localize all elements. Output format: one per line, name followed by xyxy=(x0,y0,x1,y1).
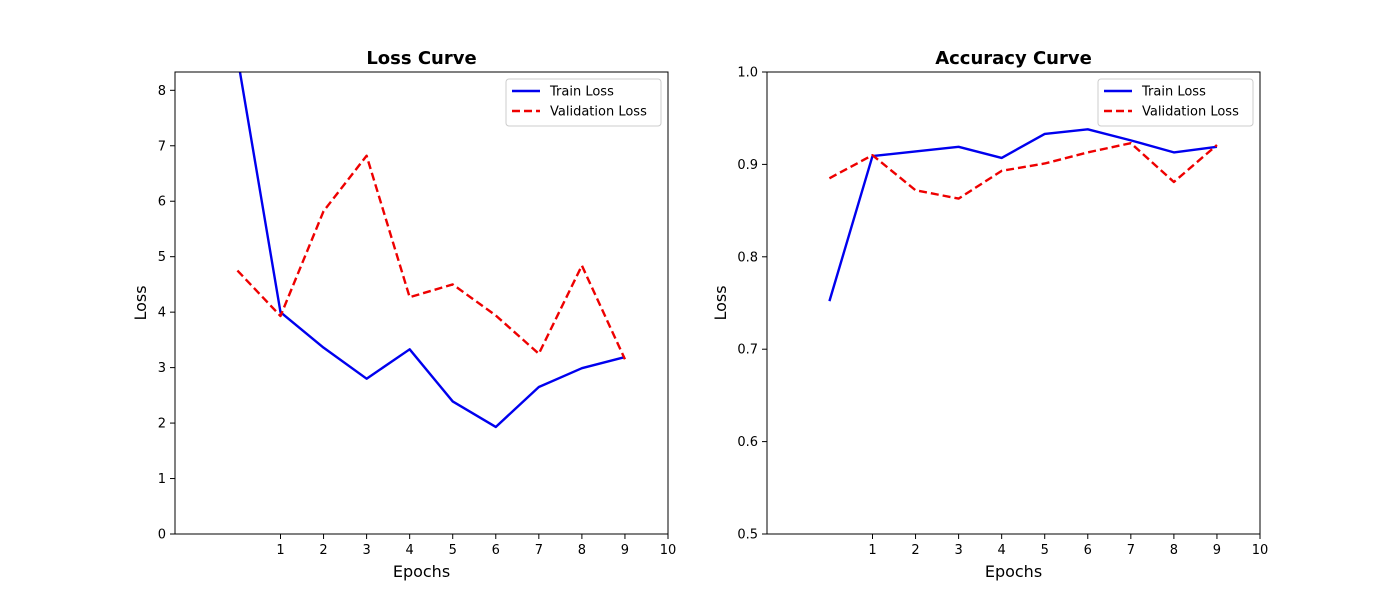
x-tick-label: 9 xyxy=(621,543,629,558)
x-tick-label: 6 xyxy=(492,543,500,558)
y-tick-label: 1 xyxy=(158,472,166,487)
x-tick-label: 8 xyxy=(578,543,586,558)
legend-label: Validation Loss xyxy=(550,105,647,120)
legend-box xyxy=(1097,78,1254,127)
x-tick-label: 3 xyxy=(954,543,962,558)
legend-box xyxy=(505,78,662,127)
y-tick-label: 1.0 xyxy=(737,66,758,81)
x-tick-label: 10 xyxy=(660,543,677,558)
y-tick-label: 0.7 xyxy=(737,343,758,358)
x-tick-label: 4 xyxy=(406,543,414,558)
y-tick-label: 6 xyxy=(158,195,166,210)
y-tick-label: 0.6 xyxy=(737,435,758,450)
x-tick-label: 3 xyxy=(362,543,370,558)
x-axis-label: Epochs xyxy=(393,562,450,581)
x-tick-label: 2 xyxy=(319,543,327,558)
x-tick-label: 7 xyxy=(1127,543,1135,558)
x-tick-label: 7 xyxy=(535,543,543,558)
x-tick-label: 5 xyxy=(449,543,457,558)
y-axis-label: Loss xyxy=(131,285,150,320)
y-tick-label: 0.9 xyxy=(737,158,758,173)
x-axis-label: Epochs xyxy=(985,562,1042,581)
y-tick-label: 3 xyxy=(158,361,166,376)
x-tick-label: 9 xyxy=(1213,543,1221,558)
legend-label: Validation Loss xyxy=(1142,105,1239,120)
chart-panel-1: 1 2 3 4 5 6 7 8 9 10 0 1 2 3 4 5 6 7 8 Loss Curve Epochs Loss… xyxy=(131,48,676,581)
chart-title: Loss Curve xyxy=(366,48,476,69)
x-tick-label: 6 xyxy=(1084,543,1092,558)
y-tick-label: 8 xyxy=(158,84,166,99)
chart-title: Accuracy Curve xyxy=(935,48,1092,69)
y-tick-label: 5 xyxy=(158,250,166,265)
axes-frame xyxy=(766,71,1261,535)
series-line-validation-loss xyxy=(828,141,1218,200)
legend: Train Loss Validation Loss xyxy=(1097,78,1254,127)
x-tick-label: 1 xyxy=(276,543,284,558)
y-tick-label: 0 xyxy=(158,528,166,543)
legend-label: Train Loss xyxy=(549,85,614,100)
x-tick-label: 2 xyxy=(911,543,919,558)
y-tick-label: 7 xyxy=(158,139,166,154)
x-tick-label: 5 xyxy=(1041,543,1049,558)
x-tick-label: 8 xyxy=(1170,543,1178,558)
x-tick-label: 10 xyxy=(1252,543,1269,558)
y-tick-label: 0.5 xyxy=(737,528,758,543)
y-tick-label: 2 xyxy=(158,417,166,432)
chart-panel-2: 1 2 3 4 5 6 7 8 9 10 0.5 0.6 0.7 0.8 0.9 1.0 Accuracy Cu… xyxy=(711,48,1268,581)
legend: Train Loss Validation Loss xyxy=(505,78,662,127)
y-tick-label: 0.8 xyxy=(737,250,758,265)
axes-frame xyxy=(174,71,669,535)
series-line-validation-loss xyxy=(236,154,627,360)
legend-label: Train Loss xyxy=(1141,85,1206,100)
series-line-train-loss xyxy=(828,128,1218,302)
y-tick-label: 4 xyxy=(158,306,166,321)
y-axis-label: Loss xyxy=(711,285,730,320)
series-line-train-loss xyxy=(238,72,626,429)
x-tick-label: 1 xyxy=(868,543,876,558)
x-tick-label: 4 xyxy=(998,543,1006,558)
